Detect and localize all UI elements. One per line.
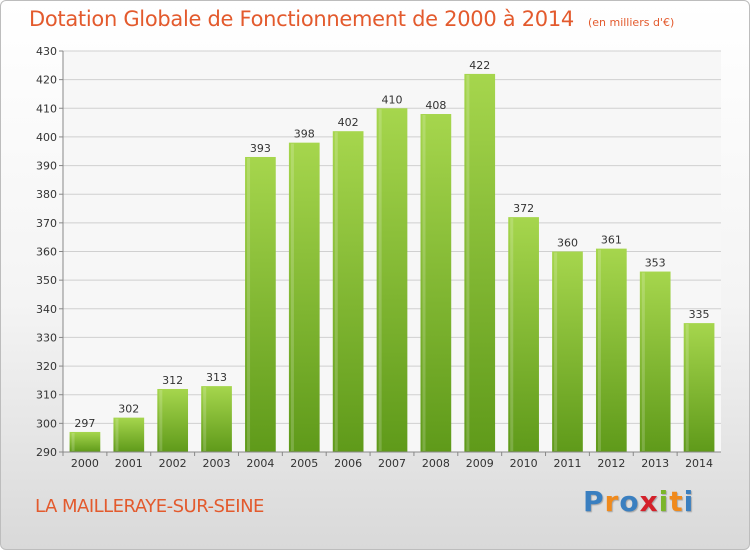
y-tick-label: 400 bbox=[36, 131, 57, 144]
x-tick-label: 2008 bbox=[422, 457, 450, 470]
x-tick-label: 2007 bbox=[378, 457, 406, 470]
bar-highlight bbox=[159, 389, 163, 451]
bar-value-label: 372 bbox=[513, 202, 534, 215]
bar-highlight bbox=[203, 387, 207, 451]
x-tick-label: 2009 bbox=[466, 457, 494, 470]
bar bbox=[595, 248, 627, 452]
x-tick-label: 2010 bbox=[510, 457, 538, 470]
x-tick-label: 2002 bbox=[159, 457, 187, 470]
bar-highlight bbox=[378, 109, 382, 452]
y-tick-label: 420 bbox=[36, 74, 57, 87]
logo-letter: t bbox=[669, 485, 684, 518]
x-tick-label: 2006 bbox=[334, 457, 362, 470]
chart-title-text: Dotation Globale de Fonctionnement de 20… bbox=[29, 7, 574, 31]
x-tick-label: 2004 bbox=[246, 457, 274, 470]
bar bbox=[464, 73, 496, 453]
logo-letter: i bbox=[658, 485, 670, 518]
bar bbox=[157, 388, 189, 452]
bar bbox=[288, 142, 320, 452]
bar-highlight bbox=[115, 418, 119, 451]
bar bbox=[420, 114, 452, 452]
logo-letter: i bbox=[683, 485, 695, 518]
y-tick-label: 300 bbox=[36, 417, 57, 430]
bar-value-label: 297 bbox=[74, 417, 95, 430]
bar-highlight bbox=[290, 143, 294, 451]
bar-highlight bbox=[334, 132, 338, 451]
chart-subtitle: (en milliers d'€) bbox=[587, 16, 675, 29]
bar-highlight bbox=[597, 249, 601, 451]
bar-value-label: 361 bbox=[601, 234, 622, 247]
x-axis: 2000 2001 2002 2003 2004 2005 2006 2007 2008 2009… bbox=[62, 452, 713, 470]
bar bbox=[508, 217, 539, 452]
y-axis: 290 300 310 320 330 340 350 360 370 380 390 400 410 4… bbox=[36, 45, 721, 459]
proxiti-logo: Proxiti bbox=[583, 485, 694, 518]
x-tick-label: 2001 bbox=[115, 457, 143, 470]
logo-letter: r bbox=[604, 485, 620, 518]
bars bbox=[69, 73, 715, 453]
bar-value-label: 410 bbox=[382, 93, 403, 106]
bar-highlight bbox=[422, 115, 426, 451]
y-tick-label: 410 bbox=[36, 102, 57, 115]
commune-name: LA MAILLERAYE-SUR-SEINE bbox=[35, 496, 264, 517]
bar bbox=[376, 108, 408, 453]
bar-highlight bbox=[641, 272, 645, 451]
y-tick-label: 290 bbox=[36, 446, 57, 459]
chart-title: Dotation Globale de Fonctionnement de 20… bbox=[29, 7, 674, 31]
bar-highlight bbox=[71, 432, 75, 451]
bar-highlight bbox=[466, 74, 470, 452]
bar-highlight bbox=[685, 324, 689, 451]
x-tick-label: 2005 bbox=[290, 457, 318, 470]
logo-letter: o bbox=[619, 485, 640, 518]
bar-value-label: 408 bbox=[425, 99, 446, 112]
bar-value-label: 353 bbox=[645, 257, 666, 270]
bar-value-label: 393 bbox=[250, 142, 271, 155]
bar bbox=[639, 271, 671, 452]
y-tick-label: 340 bbox=[36, 303, 57, 316]
logo-letter: P bbox=[583, 485, 605, 518]
bar-value-label: 312 bbox=[162, 374, 183, 387]
y-tick-label: 360 bbox=[36, 246, 57, 259]
bar-highlight bbox=[510, 218, 514, 451]
bar-highlight bbox=[247, 157, 251, 451]
bar-value-label: 422 bbox=[469, 59, 490, 72]
y-tick-label: 330 bbox=[36, 331, 57, 344]
y-tick-label: 310 bbox=[36, 389, 57, 402]
y-tick-label: 320 bbox=[36, 360, 57, 373]
bar-value-label: 302 bbox=[118, 403, 139, 416]
bar bbox=[69, 431, 101, 452]
bar bbox=[332, 131, 364, 452]
y-tick-label: 430 bbox=[36, 45, 57, 58]
x-tick-label: 2012 bbox=[597, 457, 625, 470]
bar-value-label: 398 bbox=[294, 128, 315, 141]
value-labels: 297 302 312 313 393 398 402 410 408 422 372 360 361 3… bbox=[74, 59, 709, 430]
logo-letter: x bbox=[639, 485, 659, 518]
x-tick-label: 2013 bbox=[641, 457, 669, 470]
x-tick-label: 2011 bbox=[553, 457, 581, 470]
y-tick-label: 350 bbox=[36, 274, 57, 287]
bar bbox=[201, 386, 232, 452]
bar-highlight bbox=[554, 252, 558, 451]
bar-value-label: 313 bbox=[206, 371, 227, 384]
bar-value-label: 402 bbox=[338, 116, 359, 129]
x-tick-label: 2003 bbox=[203, 457, 231, 470]
bar bbox=[113, 417, 145, 452]
y-tick-label: 380 bbox=[36, 188, 57, 201]
bar-value-label: 360 bbox=[557, 237, 578, 250]
bar bbox=[552, 251, 583, 452]
y-tick-label: 390 bbox=[36, 160, 57, 173]
x-tick-label: 2000 bbox=[71, 457, 99, 470]
bar bbox=[683, 323, 715, 452]
y-tick-label: 370 bbox=[36, 217, 57, 230]
bar-value-label: 335 bbox=[689, 308, 710, 321]
x-tick-label: 2014 bbox=[685, 457, 713, 470]
bar bbox=[245, 156, 276, 452]
